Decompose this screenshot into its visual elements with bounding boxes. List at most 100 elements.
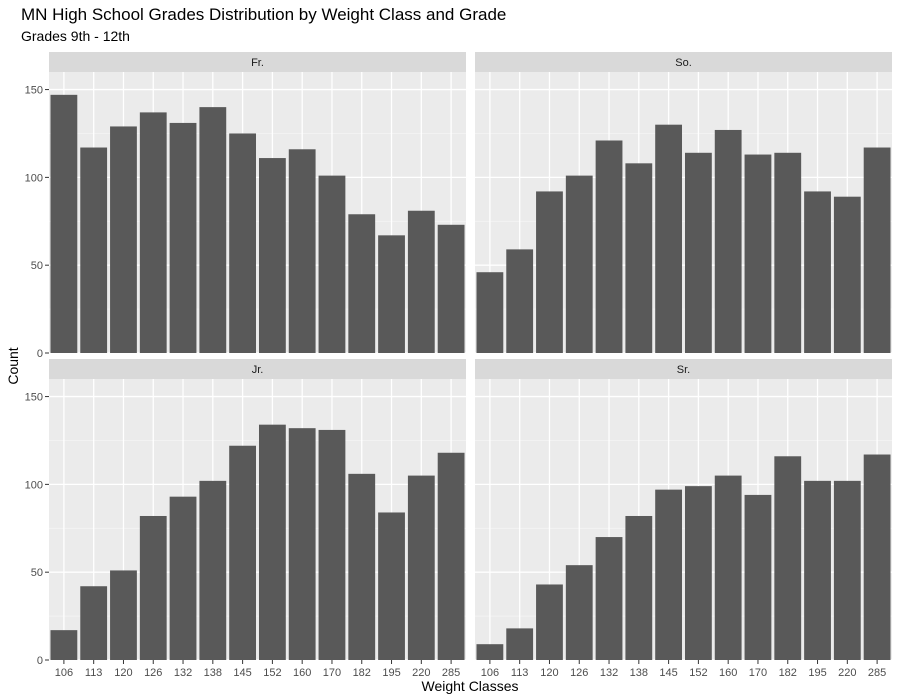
- facet-strip-label: So.: [675, 57, 692, 69]
- x-tick-label: 195: [382, 667, 400, 679]
- x-tick-label: 126: [144, 667, 162, 679]
- x-tick-label: 132: [600, 667, 618, 679]
- bar: [318, 175, 346, 353]
- facet-panels: Fr. 0 50 100 150 So. Jr. 0 50 100 150 106 113 120 126 1…: [25, 52, 892, 679]
- bar: [714, 129, 742, 353]
- facet-strip-label: Sr.: [677, 364, 690, 376]
- facet-strip-label: Fr.: [251, 57, 264, 69]
- bar: [863, 147, 891, 353]
- bar: [229, 445, 257, 660]
- facet-panel: Jr. 0 50 100 150 106 113 120 126 132 138 145 152 160 1…: [25, 359, 466, 679]
- bar: [407, 475, 435, 660]
- bar: [536, 584, 563, 660]
- x-tick-label: 152: [689, 667, 707, 679]
- bar: [476, 272, 504, 353]
- bar: [288, 149, 316, 353]
- bar: [437, 452, 465, 660]
- bar: [407, 210, 435, 353]
- bar: [258, 424, 286, 660]
- bar: [378, 235, 405, 353]
- facet-strip: [49, 359, 466, 379]
- y-tick-label: 150: [25, 392, 43, 404]
- x-tick-label: 126: [570, 667, 588, 679]
- bar: [80, 147, 108, 353]
- x-tick-label: 152: [263, 667, 281, 679]
- bar: [258, 158, 286, 353]
- bar: [804, 191, 831, 353]
- bar: [744, 154, 772, 353]
- facet-panel: So.: [475, 52, 892, 354]
- x-tick-label: 106: [55, 667, 73, 679]
- bar: [714, 475, 742, 660]
- bar: [378, 512, 405, 660]
- bar: [595, 140, 623, 353]
- facet-strip: [475, 359, 892, 379]
- bar: [833, 480, 861, 660]
- bar: [139, 112, 167, 353]
- bar: [229, 133, 257, 353]
- bar: [476, 644, 504, 660]
- bar: [804, 480, 831, 660]
- bar: [110, 126, 137, 353]
- x-tick-label: 160: [719, 667, 737, 679]
- x-tick-label: 120: [114, 667, 132, 679]
- bar: [139, 515, 167, 660]
- x-tick-label: 170: [749, 667, 767, 679]
- x-tick-label: 145: [233, 667, 251, 679]
- bar: [50, 94, 78, 354]
- x-tick-label: 138: [204, 667, 222, 679]
- bar: [774, 456, 802, 660]
- x-tick-label: 182: [353, 667, 371, 679]
- bar: [288, 428, 316, 660]
- bar: [348, 214, 376, 353]
- x-tick-label: 138: [630, 667, 648, 679]
- x-tick-label: 106: [481, 667, 499, 679]
- y-tick-label: 50: [31, 260, 43, 272]
- y-tick-label: 100: [25, 172, 43, 184]
- x-axis-title: Weight Classes: [421, 678, 518, 694]
- bar: [199, 480, 227, 660]
- bar: [684, 486, 712, 660]
- bar: [625, 163, 653, 353]
- x-tick-label: 195: [808, 667, 826, 679]
- y-tick-label: 0: [37, 348, 43, 360]
- facet-panel: Sr. 106 113 120 126 132 138 145 152 160 170 182 195 2…: [475, 359, 892, 679]
- facet-strip-label: Jr.: [252, 364, 264, 376]
- bar: [774, 152, 802, 353]
- bar: [655, 124, 683, 353]
- bar: [565, 565, 593, 660]
- x-tick-label: 220: [412, 667, 430, 679]
- x-tick-label: 113: [85, 667, 103, 679]
- y-tick-label: 0: [37, 655, 43, 667]
- x-tick-label: 220: [838, 667, 856, 679]
- y-tick-label: 100: [25, 479, 43, 491]
- bar: [833, 196, 861, 353]
- facet-strip: [475, 52, 892, 72]
- bar: [625, 515, 653, 660]
- x-tick-label: 160: [293, 667, 311, 679]
- bar: [506, 249, 534, 353]
- facet-strip: [49, 52, 466, 72]
- bar: [595, 537, 623, 660]
- bar: [744, 494, 772, 660]
- bar: [50, 630, 78, 660]
- bar: [169, 122, 197, 354]
- facet-panel: Fr. 0 50 100 150: [25, 52, 466, 360]
- bar: [684, 152, 712, 353]
- chart-title: MN High School Grades Distribution by We…: [21, 5, 506, 24]
- x-tick-label: 113: [511, 667, 529, 679]
- chart-subtitle: Grades 9th - 12th: [21, 28, 130, 44]
- bar: [199, 107, 227, 353]
- bar: [565, 175, 593, 353]
- y-axis-title: Count: [5, 347, 21, 384]
- bar: [536, 191, 563, 353]
- bar: [110, 570, 137, 660]
- x-tick-label: 170: [323, 667, 341, 679]
- bar: [169, 496, 197, 660]
- bar: [506, 628, 534, 660]
- x-tick-label: 182: [779, 667, 797, 679]
- bar: [655, 489, 683, 660]
- bar: [437, 224, 465, 353]
- x-tick-label: 145: [659, 667, 677, 679]
